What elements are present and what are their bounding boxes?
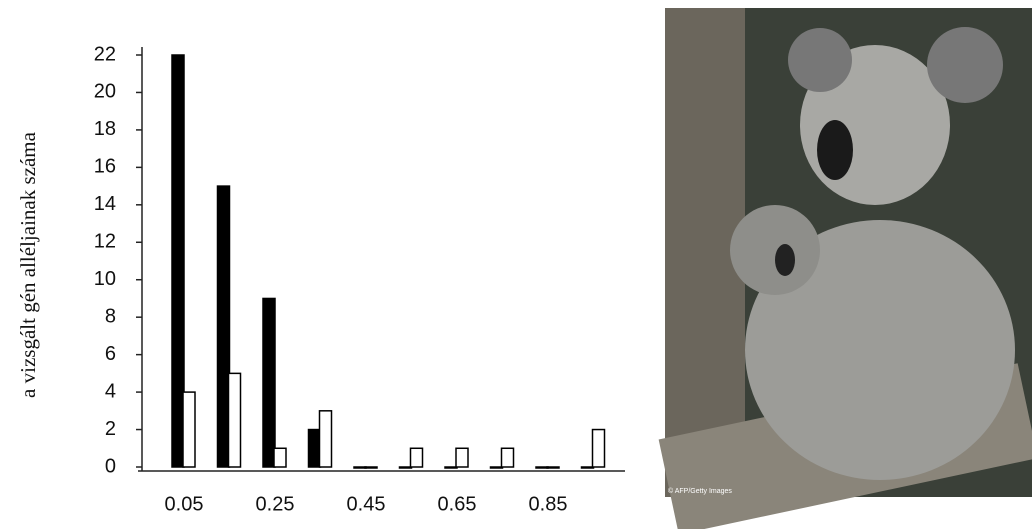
x-tick-label: 0.25 (256, 493, 295, 515)
bar (580, 466, 595, 469)
y-tick-label: 4 (105, 380, 116, 402)
bar (409, 447, 424, 468)
bar (489, 466, 504, 469)
y-tick-label: 12 (94, 231, 116, 253)
y-tick-label: 20 (94, 81, 116, 103)
bar (591, 428, 606, 468)
bar (273, 447, 287, 468)
x-tick-label: 0.05 (165, 493, 204, 515)
koala-ear (927, 27, 1003, 103)
y-tick-label: 22 (94, 43, 116, 65)
y-tick-label: 0 (105, 455, 116, 477)
y-tick-label: 14 (94, 193, 116, 215)
bar (455, 447, 469, 468)
bar (171, 54, 185, 468)
koala-body (745, 220, 1015, 480)
y-tick-label: 8 (105, 305, 116, 327)
photo: © AFP/Getty Images (658, 8, 1032, 529)
x-tick-label: 0.65 (438, 493, 477, 515)
bar (398, 466, 413, 469)
bar (182, 391, 196, 468)
x-tick-label: 0.85 (529, 493, 568, 515)
photo-caption: © AFP/Getty Images (668, 487, 732, 495)
y-tick-label: 18 (94, 118, 116, 140)
y-axis-label: a vizsgált gén alléljainak száma (16, 131, 40, 398)
bar (227, 372, 242, 468)
bar (546, 466, 560, 469)
bar (318, 410, 333, 468)
y-tick-label: 2 (105, 418, 116, 440)
bar (444, 466, 458, 469)
y-tick-label: 10 (94, 268, 116, 290)
koala-nose (817, 120, 853, 180)
joey-head (730, 205, 820, 295)
bar (307, 428, 322, 468)
x-tick-label: 0.45 (347, 493, 386, 515)
bar (500, 447, 515, 468)
bar (364, 466, 378, 469)
y-tick-label: 16 (94, 156, 116, 178)
joey-nose (775, 244, 795, 276)
bar (353, 466, 367, 469)
y-tick-label: 6 (105, 343, 116, 365)
bar (535, 466, 549, 469)
bar (216, 185, 231, 468)
koala-ear (788, 28, 852, 92)
bar (262, 297, 276, 468)
